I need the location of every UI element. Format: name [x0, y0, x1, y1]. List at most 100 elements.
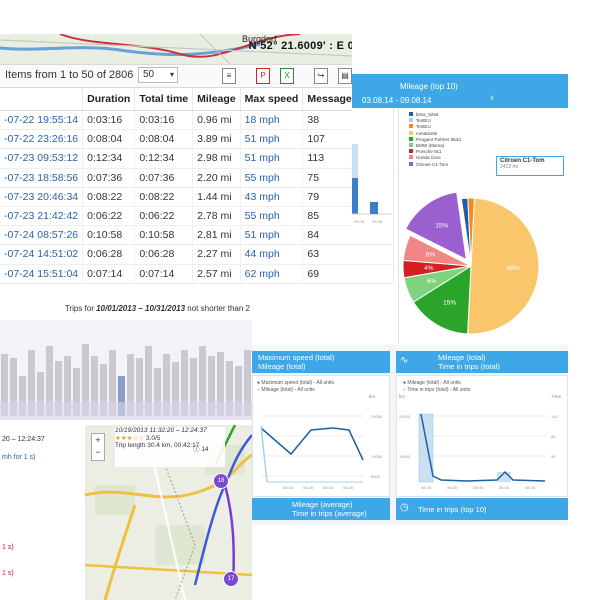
table-row[interactable]: -07-24 14:51:02 0:06:28 0:06:28 2.27 mi 44 m… [0, 244, 395, 265]
cell-mileage: 2.57 mi [192, 264, 241, 284]
timeline-bar[interactable] [235, 366, 242, 416]
cell-total-time: 0:12:34 [134, 148, 194, 169]
timeline-bar[interactable] [154, 368, 161, 416]
trip-marker-18[interactable]: 18 [213, 473, 229, 489]
timeline-bar[interactable] [100, 364, 107, 416]
timeline-bar[interactable] [73, 368, 80, 416]
col-header-max-speed[interactable]: Max speed [240, 88, 304, 111]
timeline-bar[interactable] [1, 354, 8, 416]
table-row[interactable]: -07-22 23:26:16 0:08:04 0:08:04 3.89 mi 51 m… [0, 129, 395, 150]
cell-start-time[interactable]: -07-24 14:51:02 [0, 244, 84, 265]
pie-slice[interactable] [412, 265, 472, 335]
cell-start-time[interactable]: -07-23 21:42:42 [0, 206, 84, 227]
timeline-bar[interactable] [208, 356, 215, 416]
cell-mileage: 2.27 mi [192, 244, 241, 265]
table-row[interactable]: -07-24 08:57:26 0:10:58 0:10:58 2.81 mi 51 m… [0, 225, 395, 246]
timeline-bar[interactable] [190, 358, 197, 416]
cell-start-time[interactable]: -07-23 18:58:56 [0, 168, 84, 188]
legend-swatch [409, 136, 413, 141]
timeline-bar[interactable] [91, 356, 98, 416]
table-row[interactable]: -07-22 19:55:14 0:03:16 0:03:16 0.96 mi 18 m… [0, 110, 395, 131]
cell-start-time[interactable]: -07-23 09:53:12 [0, 148, 84, 169]
trips-header-range: 10/01/2013 – 10/31/2013 [96, 304, 186, 313]
zoom-out-button[interactable]: − [95, 447, 101, 457]
cell-start-time[interactable]: -07-24 15:51:04 [0, 264, 84, 284]
timeline-bar[interactable] [226, 361, 233, 416]
chevron-right-icon[interactable]: › [490, 92, 494, 104]
pie-slice[interactable] [402, 234, 472, 267]
pie-slice[interactable] [404, 191, 467, 261]
timeline-bar[interactable] [172, 362, 179, 416]
table-row[interactable]: -07-24 15:51:04 0:07:14 0:07:14 2.57 mi 62 m… [0, 264, 395, 284]
timeline-bar[interactable] [46, 346, 53, 416]
timeline-bar[interactable] [28, 350, 35, 416]
col-header-mileage[interactable]: Mileage [192, 88, 241, 111]
timeline-bar[interactable] [127, 354, 134, 416]
timeline-bar[interactable] [181, 350, 188, 416]
legend-label: Porsche 911 [416, 149, 442, 155]
col-header-time [0, 88, 84, 111]
pie-legend: bmw_525d TestEU TestEU mmatsotle Peugeot Par… [409, 112, 461, 168]
pie-slice-label: 6% [427, 278, 437, 285]
cell-mileage: 2.98 mi [192, 148, 241, 169]
pie-chart-card: bmw_525d TestEU TestEU mmatsotle Peugeot Par… [398, 108, 569, 344]
svg-text:100: 100 [551, 414, 558, 419]
legend-label: TestEU [416, 124, 431, 130]
cell-start-time[interactable]: -07-22 23:26:16 [0, 129, 84, 150]
export-icon[interactable]: ↪ [314, 68, 328, 84]
cell-messages: 84 [302, 225, 395, 246]
pdf-export-icon[interactable]: P [256, 68, 270, 84]
trip-marker-17[interactable]: 17 [223, 571, 239, 587]
bottom1-header: Mileage (average) Time in trips (average… [252, 498, 390, 520]
legend-item: Peugeot Partner 6534 [409, 136, 461, 143]
legend-label: Honda Civic [416, 155, 441, 161]
timeline-bar[interactable] [145, 346, 152, 416]
timeline-bar[interactable] [10, 358, 17, 416]
timeline-bar[interactable] [109, 350, 116, 416]
top-map-strip[interactable]: Burgdorf N 52° 21.6009' : E 0 [0, 34, 352, 64]
col-header-duration[interactable]: Duration [82, 88, 136, 111]
cell-total-time: 0:08:04 [134, 129, 194, 150]
legend-swatch [409, 143, 413, 148]
chart-line-icon: ∿ [400, 355, 409, 366]
trip-map[interactable]: + − 10/19/2013 11:32:20 – 12:24:37 ★★★☆☆… [85, 425, 252, 600]
timeline-bar[interactable] [163, 354, 170, 416]
pie-slice[interactable] [467, 197, 540, 335]
timeline-bar[interactable] [82, 344, 89, 416]
pie-slice[interactable] [467, 197, 475, 267]
card1-title: Maximum speed (total) [258, 353, 335, 362]
table-row[interactable]: -07-23 18:58:56 0:07:36 0:07:36 2.20 mi 55 m… [0, 168, 395, 188]
cell-start-time[interactable]: -07-23 20:46:34 [0, 187, 84, 207]
bar-card: 09.08 09.08 [352, 108, 392, 228]
card1-legend1: ● Maximum speed (total) - All units [257, 380, 334, 386]
table-row[interactable]: -07-23 09:53:12 0:12:34 0:12:34 2.98 mi 51 m… [0, 148, 395, 169]
print-icon[interactable]: ≡ [222, 68, 236, 84]
bottom2-header: ◷ Time in trips (top 10) [396, 498, 568, 520]
table-row[interactable]: -07-23 20:46:34 0:08:22 0:08:22 1.44 mi 43 m… [0, 187, 395, 207]
timeline-bar[interactable] [199, 346, 206, 416]
settings-icon[interactable]: ▤ [338, 68, 352, 84]
timeline-bar[interactable] [118, 376, 125, 416]
table-row[interactable]: -07-23 21:42:42 0:06:22 0:06:22 2.78 mi 55 m… [0, 206, 395, 227]
map-zoom-control[interactable]: + − [91, 433, 105, 461]
timeline-bar[interactable] [244, 350, 251, 416]
legend-item: Citroen C1-Tom [409, 161, 461, 168]
zoom-in-button[interactable]: + [95, 435, 101, 445]
cell-start-time[interactable]: -07-22 19:55:14 [0, 110, 84, 131]
card1-legend2-text: Mileage (total) - All units [261, 387, 315, 393]
timeline-bar[interactable] [19, 376, 26, 416]
timeline-bar[interactable] [37, 372, 44, 416]
col-header-total-time[interactable]: Total time [134, 88, 194, 111]
cell-start-time[interactable]: -07-24 08:57:26 [0, 225, 84, 246]
timeline-bar[interactable] [217, 352, 224, 416]
trips-header-prefix: Trips for [64, 304, 97, 313]
timeline-bar[interactable] [136, 358, 143, 416]
svg-text:20000: 20000 [371, 414, 383, 419]
cell-total-time: 0:06:22 [134, 206, 194, 227]
timeline-bar[interactable] [64, 356, 71, 416]
timeline-bar[interactable] [55, 361, 62, 416]
excel-export-icon[interactable]: X [280, 68, 294, 84]
page-size-select[interactable]: 50 ▾ [138, 67, 178, 83]
cell-max-speed: 51 mph [240, 148, 304, 169]
legend-item: mmatsotle [409, 130, 461, 137]
